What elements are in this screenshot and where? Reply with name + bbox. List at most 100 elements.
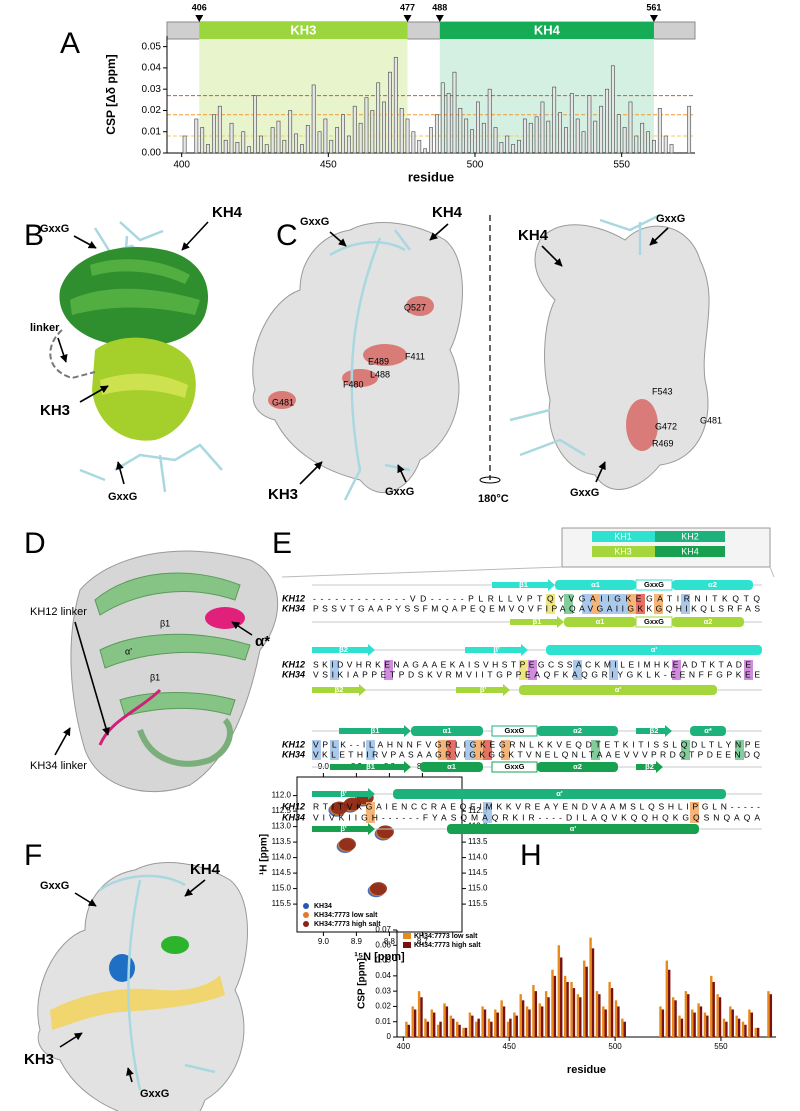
bar bbox=[566, 981, 569, 1037]
y-tick-label: 114.5 bbox=[468, 868, 488, 877]
bar bbox=[470, 129, 474, 154]
conserved-cell bbox=[366, 740, 375, 760]
bar bbox=[519, 994, 522, 1037]
residue-label: Q527 bbox=[404, 302, 426, 312]
strand-arrow bbox=[339, 725, 411, 737]
sse-label: β' bbox=[340, 824, 347, 833]
domain bbox=[439, 22, 654, 39]
surface bbox=[37, 862, 248, 1111]
bar bbox=[329, 139, 334, 154]
sse-label: β' bbox=[340, 789, 347, 798]
label: KH4 bbox=[212, 204, 243, 221]
rna bbox=[79, 443, 223, 493]
arrow bbox=[126, 1067, 134, 1083]
patch bbox=[363, 344, 407, 366]
bar bbox=[352, 105, 357, 154]
legend-label: KH34:7773 high salt bbox=[314, 921, 381, 928]
domain-name: KH1 bbox=[614, 531, 632, 541]
bar bbox=[411, 1006, 414, 1037]
y-tick-label: 0.01 bbox=[142, 126, 162, 137]
bar bbox=[669, 144, 674, 154]
sse-label: GxxG bbox=[504, 762, 524, 771]
y-tick-label: 113.5 bbox=[468, 837, 488, 846]
bar bbox=[217, 105, 222, 154]
sse-label: β2 bbox=[645, 762, 654, 771]
bar bbox=[452, 1018, 455, 1037]
patch bbox=[50, 975, 225, 1030]
y-tick-label: 113.5 bbox=[272, 837, 292, 846]
arrow bbox=[649, 227, 669, 246]
sse-label: α' bbox=[651, 645, 658, 654]
conserved-cell bbox=[627, 594, 636, 614]
kh4-strands bbox=[70, 259, 200, 315]
x-axis-label: residue bbox=[567, 1064, 606, 1076]
bar bbox=[680, 1018, 684, 1037]
bar bbox=[341, 114, 345, 154]
bar bbox=[575, 118, 580, 154]
bar bbox=[194, 118, 199, 154]
bar bbox=[748, 1009, 751, 1037]
domain-overview: KH1 KH2 KH3 KH4 bbox=[281, 527, 775, 578]
sse-label: GxxG bbox=[644, 617, 664, 626]
helix-cylinder bbox=[564, 617, 636, 627]
bar bbox=[456, 1021, 459, 1037]
domain-name: KH2 bbox=[681, 531, 699, 541]
domain-marker-label: 561 bbox=[646, 2, 661, 12]
panel-label: D bbox=[24, 527, 46, 560]
label: KH4 bbox=[518, 227, 549, 244]
bar bbox=[212, 114, 216, 154]
bar bbox=[424, 1018, 427, 1037]
bar bbox=[605, 88, 609, 154]
domain-marker-label: 477 bbox=[400, 2, 415, 12]
helix-cylinder bbox=[411, 726, 483, 736]
bar bbox=[722, 1018, 726, 1037]
legend-swatch bbox=[403, 942, 411, 948]
domain-marker-label: 488 bbox=[432, 2, 447, 12]
conserved-cell bbox=[636, 594, 645, 614]
sse-label: β1 bbox=[366, 762, 375, 771]
legend-label: KH34:7773 low salt bbox=[314, 912, 378, 919]
bar bbox=[665, 960, 669, 1037]
conserved-cell bbox=[330, 660, 339, 680]
bar bbox=[634, 135, 639, 154]
legend-swatch bbox=[303, 912, 309, 918]
bar bbox=[513, 1012, 516, 1037]
residue-label: R469 bbox=[652, 438, 674, 448]
sse-label: β1 bbox=[371, 726, 380, 735]
bar bbox=[528, 122, 533, 154]
bar bbox=[417, 139, 422, 154]
surface bbox=[252, 222, 463, 493]
conserved-cell bbox=[483, 740, 492, 760]
y-tick-label: 115.0 bbox=[272, 884, 292, 893]
conserved-cell bbox=[546, 594, 555, 614]
bar bbox=[506, 1021, 510, 1037]
zoom-line bbox=[769, 566, 775, 578]
bar bbox=[589, 937, 592, 1037]
conserved-cell bbox=[483, 802, 492, 823]
bar bbox=[668, 969, 671, 1037]
helix-cylinder bbox=[537, 762, 618, 772]
bar bbox=[558, 112, 562, 154]
conserved-cell bbox=[465, 740, 474, 760]
residue-label: G481 bbox=[272, 397, 294, 407]
bar bbox=[430, 1009, 433, 1037]
x-tick-label: 550 bbox=[613, 160, 630, 171]
y-axis-label: CSP [ppm] bbox=[357, 958, 368, 1009]
bar bbox=[200, 127, 205, 154]
conserved-cell bbox=[591, 594, 600, 614]
domain-name: KH4 bbox=[534, 22, 561, 37]
patch bbox=[161, 936, 189, 954]
bar bbox=[610, 988, 614, 1037]
bar bbox=[623, 1021, 626, 1037]
bar bbox=[496, 1012, 499, 1037]
bar bbox=[241, 131, 246, 154]
y-tick-label: 0.07 bbox=[375, 925, 391, 934]
bar bbox=[405, 118, 410, 154]
y-tick-label: 112.5 bbox=[272, 806, 292, 815]
y-tick-label: 0.04 bbox=[142, 63, 162, 74]
x-tick-label: 400 bbox=[397, 1042, 411, 1051]
surface bbox=[534, 224, 710, 490]
arrow bbox=[181, 221, 209, 251]
cartoon-b: GxxG KH4 linker KH3 GxxG bbox=[30, 204, 243, 503]
